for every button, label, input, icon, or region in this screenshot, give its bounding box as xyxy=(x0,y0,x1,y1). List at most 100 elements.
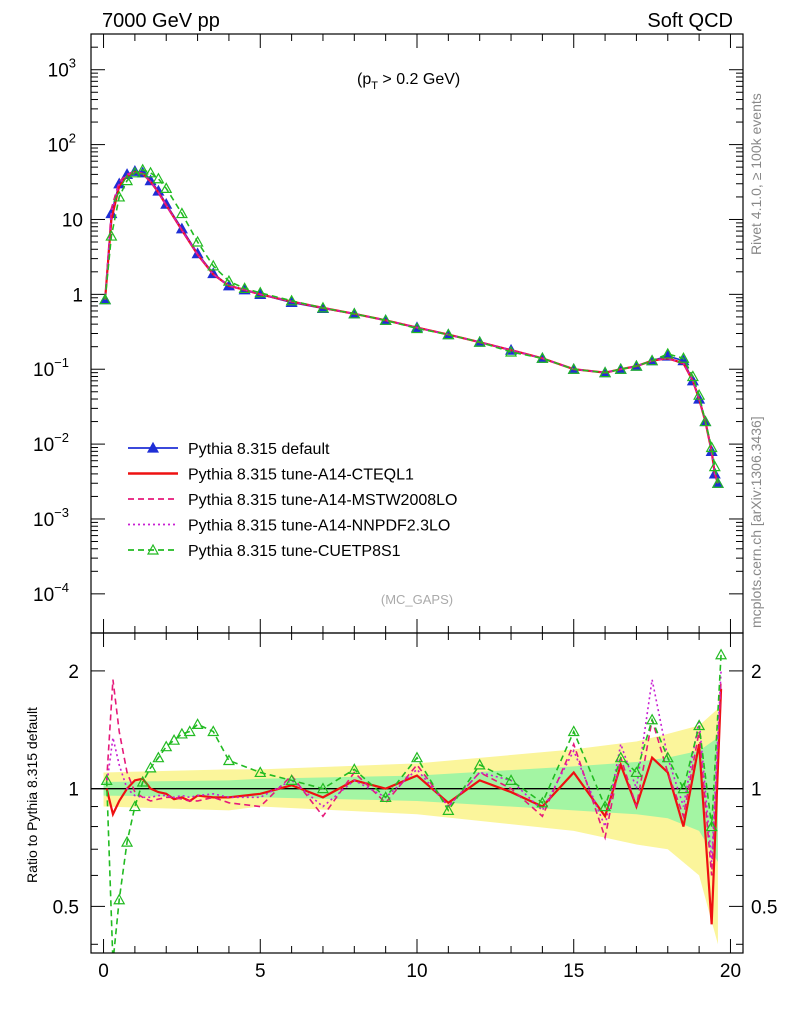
x-tick-label: 5 xyxy=(255,961,266,982)
ratio-point xyxy=(505,774,518,785)
data-point xyxy=(410,322,424,334)
ratio-line-2 xyxy=(105,679,722,876)
data-point xyxy=(238,282,251,294)
ratio-point xyxy=(379,791,392,802)
ratio-point xyxy=(160,740,173,752)
data-point xyxy=(160,182,173,194)
data-point xyxy=(686,370,699,382)
x-tick-label: 0 xyxy=(98,961,109,982)
ratio-point xyxy=(316,782,329,794)
data-point xyxy=(348,307,361,319)
ratio-point xyxy=(473,758,486,770)
series-line-4 xyxy=(104,171,719,484)
ratio-point xyxy=(348,763,361,774)
side-label-mcplots: mcplots.cern.ch [arXiv:1306.3436] xyxy=(748,416,764,628)
side-label-rivet: Rivet 4.1.0, ≥ 100k events xyxy=(748,93,764,255)
legend-label: Pythia 8.315 tune-A14-NNPDF2.3LO xyxy=(188,518,450,535)
data-point xyxy=(536,352,549,363)
ratio-point xyxy=(191,718,204,729)
uncertainty-band-outer xyxy=(103,708,718,945)
ratio-point xyxy=(168,733,181,745)
data-point xyxy=(711,477,724,488)
ratio-point xyxy=(567,725,580,737)
data-point xyxy=(136,163,149,175)
ratio-point xyxy=(207,725,220,737)
y-tick-label: 10−2 xyxy=(33,430,69,456)
ratio-y-label: Ratio to Pythia 8.315 default xyxy=(24,707,40,883)
ratio-point xyxy=(442,804,455,815)
ratio-point xyxy=(536,796,549,808)
data-point xyxy=(699,415,712,427)
ratio-point xyxy=(152,751,165,763)
data-point xyxy=(254,286,267,298)
data-point xyxy=(105,229,118,241)
y-tick-label: 10−1 xyxy=(33,355,69,381)
x-tick-label: 20 xyxy=(720,961,741,982)
ratio-y-tick-label-right: 0.5 xyxy=(751,897,777,918)
data-point xyxy=(128,166,141,178)
ratio-point xyxy=(410,751,424,763)
ratio-point xyxy=(693,719,706,731)
data-point xyxy=(121,174,134,186)
data-point xyxy=(222,274,235,286)
ratio-point xyxy=(100,774,113,785)
data-point xyxy=(661,347,674,359)
ratio-point xyxy=(599,800,612,812)
y-tick-label: 103 xyxy=(48,56,76,82)
ratio-line-4 xyxy=(105,654,722,953)
x-tick-label: 10 xyxy=(406,961,427,982)
legend-label: Pythia 8.315 default xyxy=(188,441,330,458)
legend-label: Pythia 8.315 tune-A14-MSTW2008LO xyxy=(188,492,457,509)
ratio-y-tick-label: 0.5 xyxy=(53,897,79,918)
ratio-point xyxy=(121,835,134,847)
legend-marker xyxy=(146,543,160,555)
ratio-point xyxy=(175,727,188,739)
data-point xyxy=(442,328,455,340)
ratio-plot-panel: 2 2 1 1 0.5 0.5 0 5 10 15 20 xyxy=(53,632,777,982)
data-point xyxy=(505,345,518,357)
ratio-point xyxy=(705,820,718,832)
data-point xyxy=(705,441,718,453)
data-point xyxy=(677,352,690,363)
data-point xyxy=(99,293,112,305)
ratio-line-3 xyxy=(105,670,722,862)
ratio-plot-area xyxy=(91,648,743,953)
series-line-5 xyxy=(104,168,719,484)
y-tick-label: 10 xyxy=(62,210,83,231)
data-point xyxy=(316,301,329,313)
ratio-point xyxy=(614,751,627,763)
data-point xyxy=(207,259,220,271)
data-point xyxy=(113,190,126,202)
ratio-y-tick-label-right: 2 xyxy=(751,662,762,683)
data-point xyxy=(599,366,612,378)
legend: Pythia 8.315 default Pythia 8.315 tune-A1… xyxy=(128,441,457,560)
ratio-point xyxy=(715,648,728,660)
y-tick-label: 10−4 xyxy=(33,580,69,606)
legend-label: Pythia 8.315 tune-A14-CTEQL1 xyxy=(188,467,414,484)
data-point xyxy=(630,359,643,371)
data-point xyxy=(175,207,188,219)
ratio-y-tick-label-right: 1 xyxy=(751,780,762,801)
data-point xyxy=(693,388,706,400)
y-tick-label: 1 xyxy=(72,285,83,306)
header-left: 7000 GeV pp xyxy=(102,10,220,32)
pt-cut-annotation: (pT > 0.2 GeV) xyxy=(357,71,460,92)
legend-marker xyxy=(146,441,160,453)
ratio-point xyxy=(144,761,157,773)
ratio-point xyxy=(128,800,141,812)
data-point xyxy=(567,362,580,374)
analysis-watermark: (MC_GAPS) xyxy=(381,592,453,607)
y-tick-label: 102 xyxy=(48,131,76,157)
ratio-point xyxy=(630,766,643,778)
ratio-point xyxy=(113,893,126,905)
legend-label: Pythia 8.315 tune-CUETP8S1 xyxy=(188,543,401,560)
ratio-point xyxy=(285,774,298,785)
ratio-point xyxy=(646,713,659,725)
data-point xyxy=(646,354,659,366)
x-tick-label: 15 xyxy=(563,961,584,982)
ratio-point xyxy=(136,775,149,787)
ratio-y-tick-label: 2 xyxy=(68,662,79,683)
ratio-point xyxy=(222,754,235,766)
